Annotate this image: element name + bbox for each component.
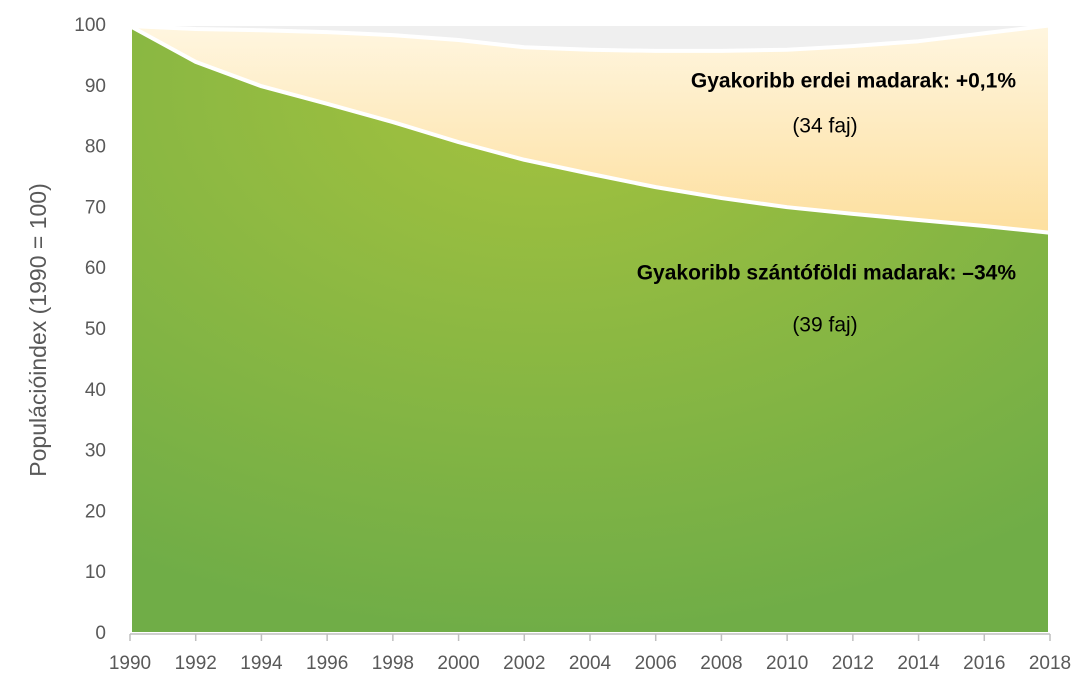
y-tick-label: 50	[85, 319, 106, 340]
y-tick-label: 80	[85, 137, 106, 158]
annotation: Gyakoribb erdei madarak: +0,1%	[691, 70, 1016, 93]
x-tick-label: 2002	[503, 653, 545, 674]
x-tick-label: 1992	[175, 653, 217, 674]
x-tick-label: 2006	[635, 653, 677, 674]
y-tick-label: 20	[85, 501, 106, 522]
x-tick-label: 2014	[897, 653, 940, 674]
x-tick-label: 1996	[306, 653, 348, 674]
x-tick-label: 2008	[700, 653, 742, 674]
y-tick-label: 10	[85, 562, 106, 583]
y-tick-label: 0	[95, 623, 106, 644]
x-tick-label: 2010	[766, 653, 808, 674]
y-tick-label: 30	[85, 441, 106, 462]
x-tick-label: 1994	[240, 653, 283, 674]
x-tick-label: 1998	[372, 653, 414, 674]
x-tick-label: 2012	[832, 653, 874, 674]
area	[128, 24, 1052, 636]
y-tick-label: 70	[85, 197, 106, 218]
x-tick-label: 2004	[569, 653, 612, 674]
y-tick-label: 60	[85, 258, 106, 279]
y-tick-label: 100	[74, 15, 106, 36]
annotation: (34 faj)	[792, 115, 857, 138]
x-tick-label: 2000	[437, 653, 479, 674]
annotation: (39 faj)	[792, 314, 857, 337]
x-tick-label: 2016	[963, 653, 1005, 674]
x-tick-label: 1990	[109, 653, 151, 674]
annotation: Gyakoribb szántóföldi madarak: –34%	[637, 262, 1017, 285]
y-tick-label: 90	[85, 76, 106, 97]
y-tick-label: 40	[85, 380, 106, 401]
x-tick-label: 2018	[1029, 653, 1071, 674]
y-axis-label: Populációindex (1990 = 100)	[25, 183, 51, 476]
